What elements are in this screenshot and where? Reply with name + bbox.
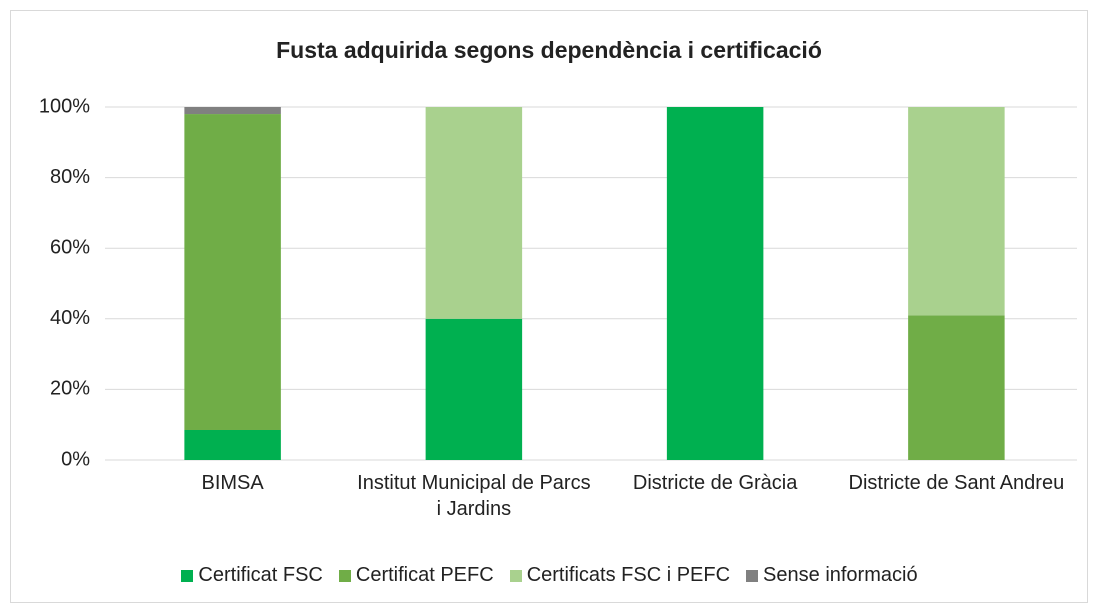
legend-label: Certificats FSC i PEFC	[526, 564, 731, 586]
bar-segment	[425, 318, 523, 460]
legend-item: Sense informació	[746, 564, 918, 587]
legend-label: Certificat PEFC	[355, 564, 494, 586]
y-tick-label: 80%	[50, 166, 90, 188]
y-tick-label: 60%	[50, 236, 90, 258]
bar-segment	[666, 107, 764, 460]
legend-label: Sense informació	[763, 564, 918, 586]
y-tick-label: 0%	[61, 448, 90, 470]
legend-swatch	[509, 569, 522, 582]
bar-segment	[908, 315, 1005, 460]
y-tick-label: 100%	[39, 95, 90, 117]
y-tick-label: 20%	[50, 378, 90, 400]
legend-label: Certificat FSC	[198, 564, 323, 586]
bar-segment	[425, 107, 523, 319]
bar-segment	[908, 107, 1005, 316]
legend-item: Certificat FSC	[181, 564, 323, 587]
bar-segment	[184, 429, 281, 460]
legend-swatch	[338, 569, 351, 582]
x-tick-label: Districte de Gràcia	[632, 472, 798, 494]
x-tick-label: Districte de Sant Andreu	[848, 472, 1065, 494]
x-tick-label: BIMSA	[201, 472, 264, 494]
legend-swatch	[746, 569, 759, 582]
y-tick-label: 40%	[50, 307, 90, 329]
legend-swatch	[181, 569, 194, 582]
bar-segment	[184, 107, 281, 115]
bar-segment	[184, 114, 281, 430]
chart-title: Fusta adquirida segons dependència i cer…	[276, 37, 822, 63]
x-tick-label: Institut Municipal de Parcs i Jardins	[357, 472, 591, 520]
legend: Certificat FSC Certificat PEFC Certificats…	[0, 564, 1099, 587]
legend-item: Certificat PEFC	[338, 564, 494, 587]
legend-item: Certificats FSC i PEFC	[509, 564, 731, 587]
